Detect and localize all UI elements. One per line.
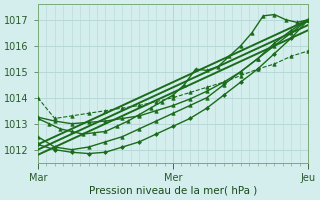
X-axis label: Pression niveau de la mer( hPa ): Pression niveau de la mer( hPa ) (89, 186, 257, 196)
